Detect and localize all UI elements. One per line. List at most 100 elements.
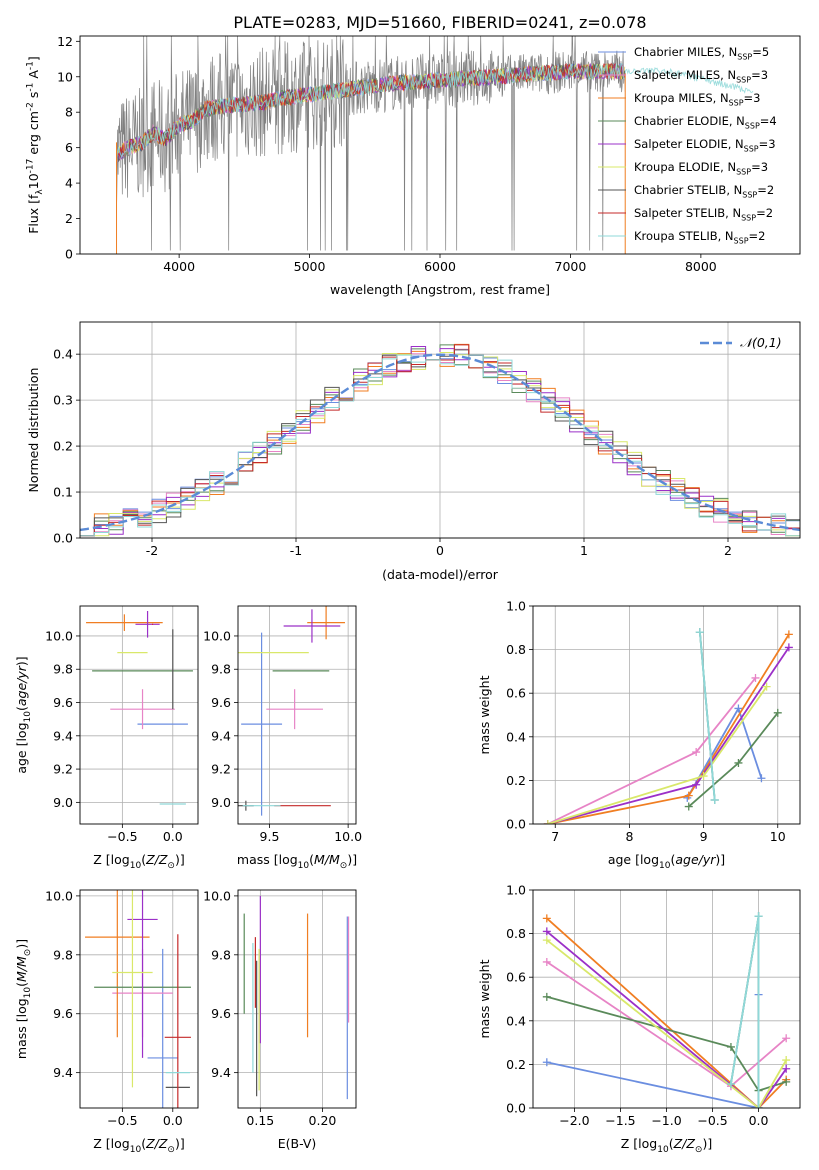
weight-marker [782, 1064, 791, 1073]
y-tick-label: 9.6 [211, 1006, 231, 1021]
y-tick-label: 9.0 [211, 795, 231, 810]
x-tick-label: -1 [290, 543, 302, 558]
axes-weight-vs-Z: −2.0 −1.5 −1.0 −0.5 0.0 0.0 0.2 0.4 0.6 0.8 1.0 [506, 883, 800, 1128]
plot-area-mass-vs-Z [85, 890, 191, 1108]
weight-marker [542, 914, 551, 923]
weight-marker [692, 780, 701, 789]
x-axis-label: (data-model)/error [382, 567, 499, 582]
weight-marker [726, 1080, 735, 1089]
x-tick-label: 0.15 [246, 1113, 274, 1128]
weight-line [546, 939, 787, 1108]
weight-line [699, 632, 716, 801]
y-tick-label: 10.0 [45, 628, 73, 643]
weight-marker [754, 1104, 763, 1108]
weight-marker [784, 630, 793, 639]
x-axis-label: Z [log10​(Z/Z⊙​)] [93, 852, 184, 871]
legend-entry: Kroupa STELIB, NSSP​=2 [634, 229, 765, 245]
axes-frame-weight-vs-Z [532, 889, 801, 1109]
x-tick-label: −0.5 [107, 829, 137, 844]
y-tick-label: 0.2 [506, 1057, 526, 1072]
axes-frame-mass-vs-EBV [237, 889, 357, 1109]
weight-marker [784, 643, 793, 652]
x-tick-label: 4000 [163, 259, 195, 274]
x-tick-label: 1 [580, 543, 588, 558]
x-tick-label: 2 [724, 543, 732, 558]
y-tick-label: 10.0 [203, 888, 231, 903]
weight-marker [757, 774, 766, 783]
plot-area-age-vs-mass [238, 606, 345, 816]
x-tick-label: −2.0 [559, 1113, 589, 1128]
weight-marker [726, 1042, 735, 1051]
axes-age-vs-mass: 9.5 10.0 9.0 9.2 9.4 9.6 9.8 10.0 [203, 606, 362, 844]
axes-frame-mass-vs-Z [79, 889, 199, 1109]
x-tick-label: 7000 [555, 259, 587, 274]
plot-area-spectrum [116, 36, 754, 254]
y-tick-label: 0.4 [53, 347, 73, 362]
y-tick-label: 0.2 [53, 439, 73, 454]
x-tick-label: 0.0 [163, 829, 183, 844]
y-tick-label: 0.8 [506, 926, 526, 941]
y-tick-label: 0.3 [53, 393, 73, 408]
y-tick-label: 0.6 [506, 970, 526, 985]
x-tick-label: 8000 [685, 259, 717, 274]
x-tick-label: −1.5 [605, 1113, 635, 1128]
y-tick-label: 9.4 [211, 1065, 231, 1080]
weight-marker [684, 791, 693, 800]
x-tick-label: 9.5 [260, 829, 280, 844]
y-tick-label: 9.2 [53, 762, 73, 777]
y-axis-label: Normed distribution [26, 368, 41, 493]
axes-frame-age-vs-Z [79, 605, 199, 825]
weight-marker [734, 704, 743, 713]
axes-age-vs-Z: −0.5 0.0 9.0 9.2 9.4 9.6 9.8 10.0 [45, 606, 198, 844]
y-tick-label: 0.0 [506, 1101, 526, 1116]
x-axis-label: age [log10​(age/yr)] [608, 852, 725, 871]
axes-frame-residuals [79, 321, 801, 539]
axes-spectrum: 4000 5000 6000 7000 8000 0 2 4 6 8 10 12 [57, 34, 717, 274]
spectrum-legend [598, 51, 626, 237]
y-tick-label: 8 [65, 105, 73, 120]
y-tick-label: 9.4 [53, 1065, 73, 1080]
axes-frame-weight-vs-age [532, 605, 801, 825]
weight-marker [699, 772, 708, 781]
legend-entry: 𝒩(0,1) [740, 335, 782, 350]
plot-area-residuals [80, 343, 800, 537]
y-tick-label: 2 [65, 211, 73, 226]
x-axis-label: E(B-V) [278, 1136, 317, 1151]
x-tick-label: -2 [146, 543, 158, 558]
plot-area-weight-vs-Z [542, 912, 791, 1108]
y-tick-label: 10.0 [203, 628, 231, 643]
axes-frame-spectrum [79, 35, 801, 255]
y-tick-label: 0.6 [506, 686, 526, 701]
legend-entry: Salpeter ELODIE, NSSP​=3 [634, 137, 776, 153]
x-tick-label: 0.0 [749, 1113, 769, 1128]
weight-marker [542, 992, 551, 1001]
y-tick-label: 12 [57, 34, 73, 49]
axes-mass-vs-Z: −0.5 0.0 9.4 9.6 9.8 10.0 [45, 888, 198, 1128]
x-axis-label: wavelength [Angstrom, rest frame] [330, 282, 550, 297]
x-tick-label: 10.0 [334, 829, 362, 844]
legend-entry: Salpeter STELIB, NSSP​=2 [634, 206, 773, 222]
y-tick-label: 4 [65, 176, 73, 191]
y-tick-label: 9.6 [211, 695, 231, 710]
y-tick-label: 1.0 [506, 883, 526, 898]
y-tick-label: 9.0 [53, 795, 73, 810]
y-tick-label: 6 [65, 140, 73, 155]
y-axis-label: mass [log10​(M/M⊙​)] [14, 939, 33, 1059]
y-tick-label: 1.0 [506, 599, 526, 614]
y-tick-label: 0.2 [506, 773, 526, 788]
legend-entry: Salpeter MILES, NSSP​=3 [634, 68, 768, 84]
weight-marker [692, 748, 701, 757]
x-tick-label: 9 [700, 829, 708, 844]
y-tick-label: 0 [65, 247, 73, 262]
x-axis-label: mass [log10​(M/M⊙​)] [237, 852, 357, 871]
weight-line [546, 930, 787, 1108]
weight-marker [542, 936, 551, 945]
y-tick-label: 9.4 [53, 728, 73, 743]
x-tick-label: −0.5 [697, 1113, 727, 1128]
weight-marker [684, 802, 693, 811]
axes-frame-age-vs-mass [237, 605, 357, 825]
weight-marker [751, 673, 760, 682]
weight-marker [695, 628, 704, 637]
y-tick-label: 0.1 [53, 485, 73, 500]
x-tick-label: 0.20 [309, 1113, 337, 1128]
